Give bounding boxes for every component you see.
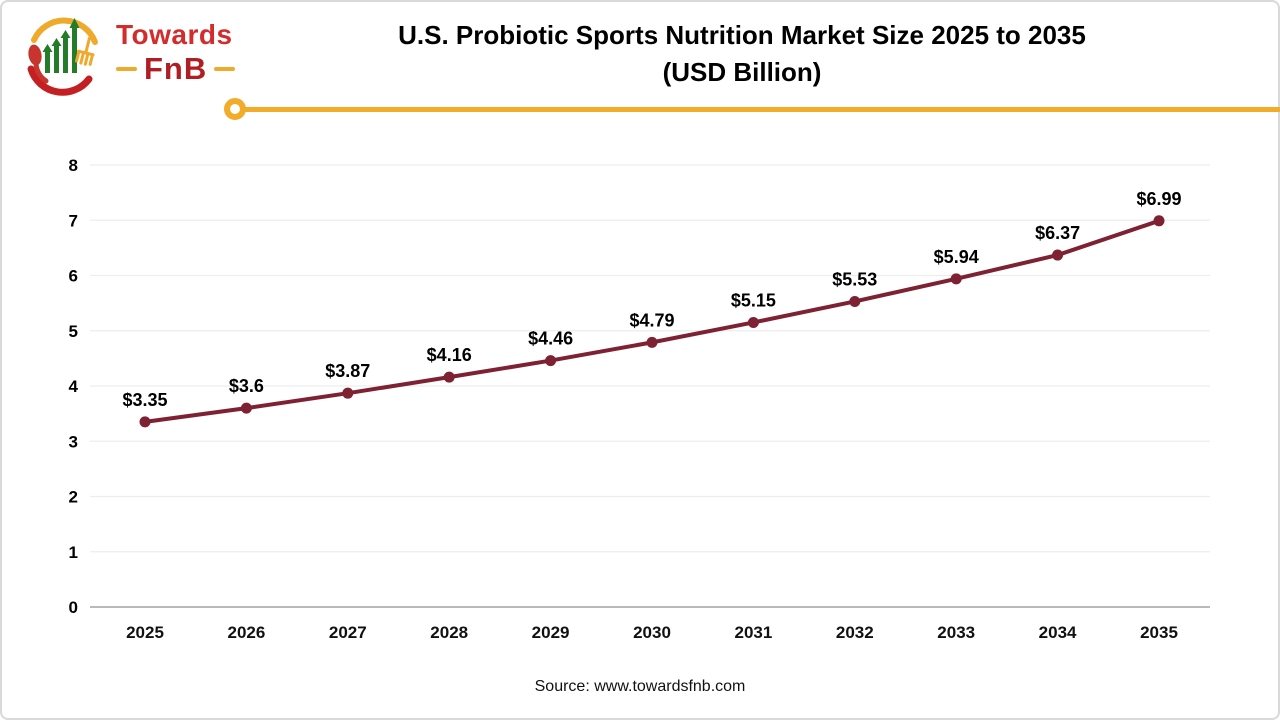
x-axis-label-2028: 2028 xyxy=(430,623,468,642)
data-label-2025: $3.35 xyxy=(122,390,167,410)
data-point-2031 xyxy=(747,316,759,328)
x-axis-label-2031: 2031 xyxy=(734,623,772,642)
x-axis-label-2033: 2033 xyxy=(937,623,975,642)
data-label-2029: $4.46 xyxy=(528,329,573,349)
data-label-2035: $6.99 xyxy=(1136,189,1181,209)
divider-ring-icon xyxy=(224,98,246,120)
data-label-2030: $4.79 xyxy=(629,310,674,330)
x-axis-label-2025: 2025 xyxy=(126,623,164,642)
data-point-2028 xyxy=(443,371,455,383)
x-axis-label-2035: 2035 xyxy=(1140,623,1178,642)
data-point-2032 xyxy=(849,295,861,307)
data-point-2035 xyxy=(1153,215,1165,227)
data-point-2029 xyxy=(545,355,557,367)
emblem-red-arc xyxy=(27,65,93,96)
brand-name-fnb: FnB xyxy=(144,51,208,86)
emblem-yellow-arc xyxy=(31,17,98,45)
y-axis-label-8: 8 xyxy=(69,156,78,175)
page-title: U.S. Probiotic Sports Nutrition Market S… xyxy=(242,17,1242,91)
data-label-2027: $3.87 xyxy=(325,361,370,381)
data-label-2028: $4.16 xyxy=(427,345,472,365)
data-label-2034: $6.37 xyxy=(1035,223,1080,243)
y-axis-label-7: 7 xyxy=(69,211,78,230)
x-axis-label-2034: 2034 xyxy=(1039,623,1077,642)
brand-dash-right xyxy=(214,67,236,71)
title-divider xyxy=(245,107,1280,112)
data-point-2027 xyxy=(342,387,354,399)
y-axis-label-1: 1 xyxy=(69,543,78,562)
y-axis-label-6: 6 xyxy=(69,267,78,286)
y-axis-label-3: 3 xyxy=(69,432,78,451)
x-axis-label-2032: 2032 xyxy=(836,623,874,642)
data-point-2033 xyxy=(950,273,962,285)
x-axis-label-2029: 2029 xyxy=(532,623,570,642)
data-label-2032: $5.53 xyxy=(832,269,877,289)
data-label-2033: $5.94 xyxy=(934,247,979,267)
x-axis-label-2026: 2026 xyxy=(227,623,265,642)
brand-dash-left xyxy=(116,67,137,71)
data-label-2026: $3.6 xyxy=(229,376,264,396)
y-axis-label-0: 0 xyxy=(69,598,78,617)
data-point-2034 xyxy=(1052,249,1064,261)
title-line-2: (USD Billion) xyxy=(662,57,822,87)
brand-logo: Towards FnB xyxy=(18,10,236,100)
fork-icon xyxy=(75,36,95,66)
data-point-2026 xyxy=(240,402,252,414)
brand-name-towards: Towards xyxy=(116,19,233,50)
x-axis-label-2027: 2027 xyxy=(329,623,367,642)
brand-emblem-icon xyxy=(27,17,98,96)
data-point-2030 xyxy=(646,336,658,348)
y-axis-label-5: 5 xyxy=(69,322,78,341)
data-point-2025 xyxy=(139,416,151,428)
y-axis-label-2: 2 xyxy=(69,488,78,507)
brand-wordmark: Towards FnB xyxy=(116,10,236,86)
title-line-1: U.S. Probiotic Sports Nutrition Market S… xyxy=(398,20,1086,50)
source-text: Source: www.towardsfnb.com xyxy=(534,678,746,695)
y-axis-label-4: 4 xyxy=(69,377,79,396)
x-axis-label-2030: 2030 xyxy=(633,623,671,642)
spoon-icon xyxy=(28,44,49,84)
data-label-2031: $5.15 xyxy=(731,290,776,310)
